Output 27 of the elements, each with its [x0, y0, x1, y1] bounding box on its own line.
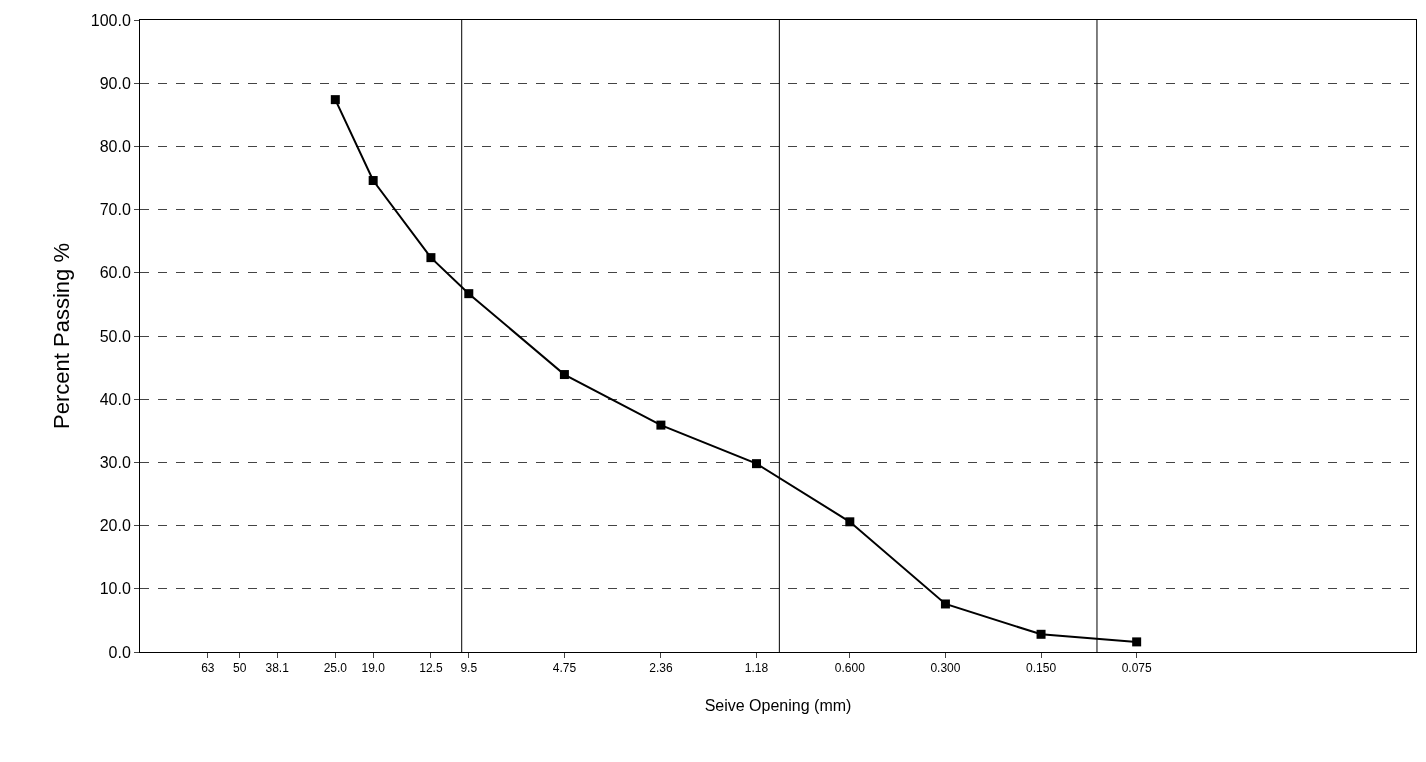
x-tick-label: 0.300 [930, 661, 961, 676]
y-tick-label: 90.0 [99, 74, 131, 92]
x-tick-label: 4.75 [552, 661, 577, 676]
y-tick-label: 40.0 [99, 390, 131, 408]
x-tick-label: 0.150 [1026, 661, 1057, 676]
y-tick-label: 0.0 [108, 643, 131, 661]
x-tick-label: 0.600 [834, 661, 866, 676]
y-tick-label: 80.0 [99, 138, 131, 155]
x-tick-label: 9.5 [460, 661, 478, 676]
x-tick-label: 19.0 [361, 661, 386, 676]
y-tick-label: 100.0 [90, 11, 131, 29]
x-tick-label: 2.36 [649, 661, 673, 676]
x-tick-label: 50 [233, 661, 247, 676]
y-axis-title: Percent Passing % [48, 243, 74, 429]
x-tick-label: 1.18 [744, 661, 769, 676]
x-tick-label: 12.5 [419, 661, 443, 676]
x-tick-label: 25.0 [323, 661, 348, 676]
y-tick-label: 70.0 [99, 201, 131, 219]
y-tick-label: 60.0 [99, 264, 131, 282]
x-tick-label: 0.075 [1121, 661, 1152, 676]
y-tick-label: 10.0 [99, 580, 131, 598]
y-tick-label: 20.0 [99, 517, 131, 535]
y-tick-label: 50.0 [99, 327, 131, 345]
x-tick-label: 38.1 [265, 661, 290, 676]
x-axis-title: Seive Opening (mm) [704, 697, 852, 715]
y-tick-label: 30.0 [99, 454, 131, 471]
x-tick-label: 63 [201, 661, 215, 676]
